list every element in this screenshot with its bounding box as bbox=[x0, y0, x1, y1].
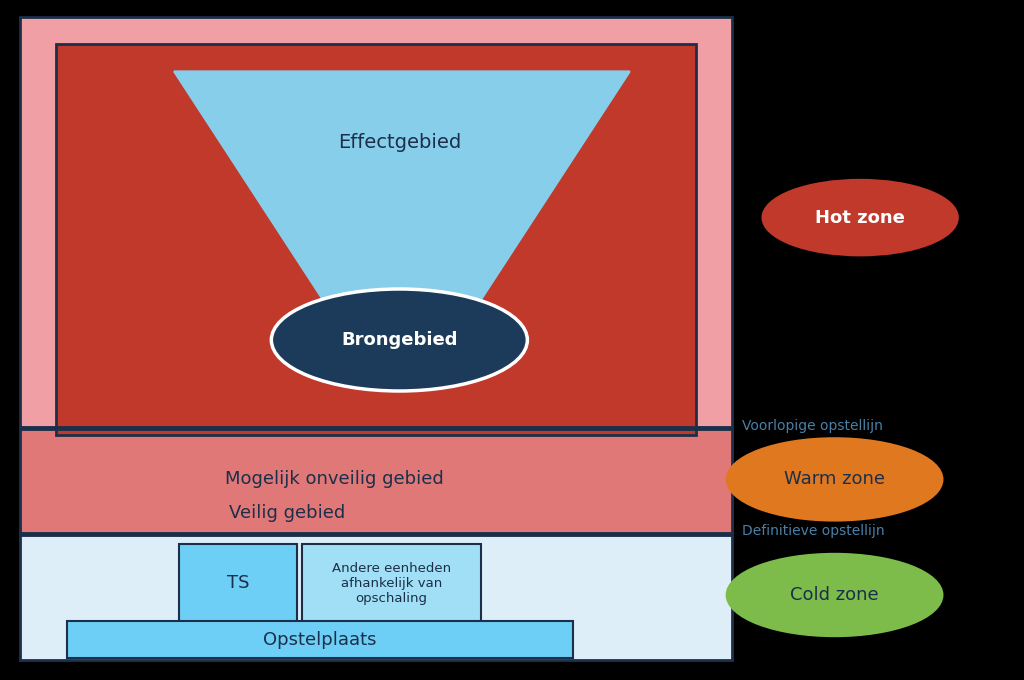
Bar bbox=[67, 621, 573, 658]
Bar bbox=[56, 44, 696, 435]
Ellipse shape bbox=[763, 180, 957, 255]
Text: Voorlopige opstellijn: Voorlopige opstellijn bbox=[742, 419, 884, 432]
Ellipse shape bbox=[271, 289, 527, 391]
Bar bbox=[20, 17, 732, 660]
Text: Veilig gebied: Veilig gebied bbox=[228, 505, 345, 522]
Bar bbox=[302, 544, 481, 622]
Text: Cold zone: Cold zone bbox=[791, 586, 879, 604]
Polygon shape bbox=[174, 71, 630, 299]
Ellipse shape bbox=[727, 439, 942, 520]
Text: TS: TS bbox=[227, 575, 249, 592]
Text: Brongebied: Brongebied bbox=[341, 331, 458, 349]
Bar bbox=[20, 534, 732, 660]
Text: Mogelijk onveilig gebied: Mogelijk onveilig gebied bbox=[225, 471, 444, 488]
Text: Definitieve opstellijn: Definitieve opstellijn bbox=[742, 524, 885, 538]
Bar bbox=[20, 428, 732, 534]
Bar bbox=[179, 544, 297, 622]
Text: Opstelplaats: Opstelplaats bbox=[263, 631, 377, 649]
Text: Warm zone: Warm zone bbox=[784, 471, 885, 488]
Ellipse shape bbox=[727, 554, 942, 636]
Text: Effectgebied: Effectgebied bbox=[338, 133, 461, 152]
Text: Hot zone: Hot zone bbox=[815, 209, 905, 226]
Text: Andere eenheden
afhankelijk van
opschaling: Andere eenheden afhankelijk van opschali… bbox=[332, 562, 452, 605]
